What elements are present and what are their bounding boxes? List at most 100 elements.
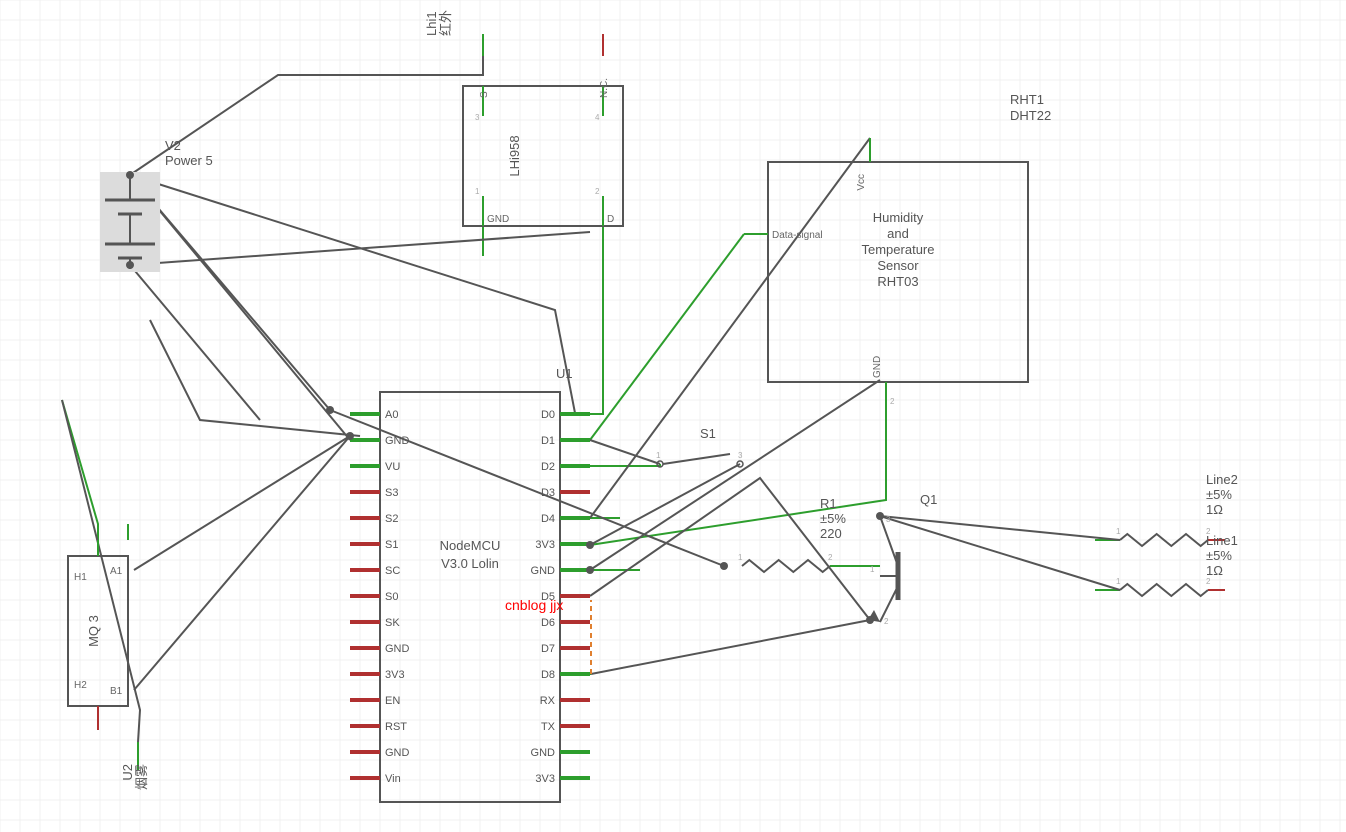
svg-text:Vin: Vin — [385, 773, 401, 785]
junction — [866, 616, 874, 624]
v2-ref: V2 — [165, 138, 181, 153]
svg-text:SK: SK — [385, 617, 400, 629]
svg-text:3: 3 — [738, 451, 743, 460]
v2-label: Power 5 — [165, 153, 213, 168]
svg-text:D1: D1 — [541, 435, 555, 447]
resistor-r1-val: 220 — [820, 526, 842, 541]
svg-text:S3: S3 — [385, 487, 398, 499]
svg-text:RX: RX — [540, 695, 556, 707]
svg-text:D0: D0 — [541, 409, 555, 421]
dht22-title: RHT03 — [877, 274, 918, 289]
lhi-ref: Lhi1 — [424, 11, 439, 36]
svg-text:TX: TX — [541, 721, 556, 733]
q1-ref: Q1 — [920, 492, 937, 507]
resistor-r1-ref: R1 — [820, 496, 837, 511]
wire — [150, 320, 360, 436]
junction — [346, 432, 354, 440]
svg-text:A0: A0 — [385, 409, 398, 421]
s1-ref: S1 — [700, 426, 716, 441]
svg-text:Data-signal: Data-signal — [772, 230, 823, 241]
junction — [126, 261, 134, 269]
lhi958-part: LHi958 — [507, 135, 522, 176]
resistor-r1-tol: ±5% — [820, 511, 846, 526]
junction — [126, 171, 134, 179]
svg-text:3: 3 — [886, 515, 891, 524]
svg-text:GND: GND — [531, 565, 556, 577]
svg-text:2: 2 — [828, 553, 833, 562]
junction — [326, 406, 334, 414]
svg-text:3V3: 3V3 — [535, 773, 555, 785]
svg-text:1: 1 — [656, 451, 661, 460]
svg-text:1: 1 — [1116, 527, 1121, 536]
svg-text:EN: EN — [385, 695, 400, 707]
svg-text:S2: S2 — [385, 513, 398, 525]
svg-text:1: 1 — [1116, 577, 1121, 586]
svg-text:RST: RST — [385, 721, 407, 733]
svg-text:3V3: 3V3 — [385, 669, 405, 681]
junction — [586, 541, 594, 549]
svg-text:GND: GND — [385, 747, 410, 759]
wire — [590, 138, 870, 518]
wire — [591, 620, 870, 674]
lhi-sub: 红外 — [438, 10, 453, 36]
svg-text:1: 1 — [475, 187, 480, 196]
wire — [590, 234, 744, 440]
svg-text:2: 2 — [595, 187, 600, 196]
svg-text:A1: A1 — [110, 566, 123, 577]
lhi958-sensor — [463, 86, 623, 226]
dht22-title: and — [887, 226, 909, 241]
svg-text:3V3: 3V3 — [535, 539, 555, 551]
svg-text:D3: D3 — [541, 487, 555, 499]
mq3-part: MQ 3 — [86, 615, 101, 647]
watermark: cnblog jjx — [505, 597, 563, 613]
svg-text:S1: S1 — [385, 539, 398, 551]
svg-text:2: 2 — [890, 397, 895, 406]
svg-text:GND: GND — [385, 643, 410, 655]
svg-text:D8: D8 — [541, 669, 555, 681]
junction — [586, 566, 594, 574]
resistor-line2-ref: Line2 — [1206, 472, 1238, 487]
svg-text:SC: SC — [385, 565, 400, 577]
dht22-title: Sensor — [877, 258, 919, 273]
dht22-title: Humidity — [873, 210, 924, 225]
junction — [720, 562, 728, 570]
svg-text:Vcc: Vcc — [856, 174, 867, 191]
svg-text:2: 2 — [1206, 577, 1211, 586]
wire — [134, 436, 350, 690]
svg-text:S0: S0 — [385, 591, 398, 603]
wire — [130, 175, 575, 413]
svg-text:GND: GND — [531, 747, 556, 759]
lhi-pin-S: S — [479, 91, 490, 98]
mcu-title2: V3.0 Lolin — [441, 556, 499, 571]
resistor-line1-tol: ±5% — [1206, 548, 1232, 563]
svg-text:D6: D6 — [541, 617, 555, 629]
resistor-line2-val: 1Ω — [1206, 502, 1223, 517]
mcu-title1: NodeMCU — [440, 538, 501, 553]
resistor-line2 — [1120, 534, 1208, 546]
svg-text:GND: GND — [872, 356, 883, 378]
svg-text:4: 4 — [595, 113, 600, 122]
lhi-pin-GND: GND — [487, 214, 509, 225]
svg-text:VU: VU — [385, 461, 400, 473]
svg-text:B1: B1 — [110, 686, 123, 697]
svg-text:D7: D7 — [541, 643, 555, 655]
mcu-ref: U1 — [556, 366, 573, 381]
lhi-pin-NC: N.C. — [599, 78, 610, 98]
svg-text:H1: H1 — [74, 572, 87, 583]
svg-text:1: 1 — [870, 565, 875, 574]
rht-ref: RHT1 — [1010, 92, 1044, 107]
resistor-r1 — [742, 560, 830, 572]
dht22-title: Temperature — [862, 242, 935, 257]
svg-text:H2: H2 — [74, 680, 87, 691]
resistor-line1-ref: Line1 — [1206, 533, 1238, 548]
svg-text:D4: D4 — [541, 513, 555, 525]
lhi-pin-D: D — [607, 214, 614, 225]
junction — [876, 512, 884, 520]
mq3-ref: U2 — [120, 764, 135, 781]
svg-text:3: 3 — [475, 113, 480, 122]
svg-text:D2: D2 — [541, 461, 555, 473]
wire — [134, 436, 350, 570]
wire — [590, 380, 880, 570]
resistor-line2-tol: ±5% — [1206, 487, 1232, 502]
rht-sub: DHT22 — [1010, 108, 1051, 123]
